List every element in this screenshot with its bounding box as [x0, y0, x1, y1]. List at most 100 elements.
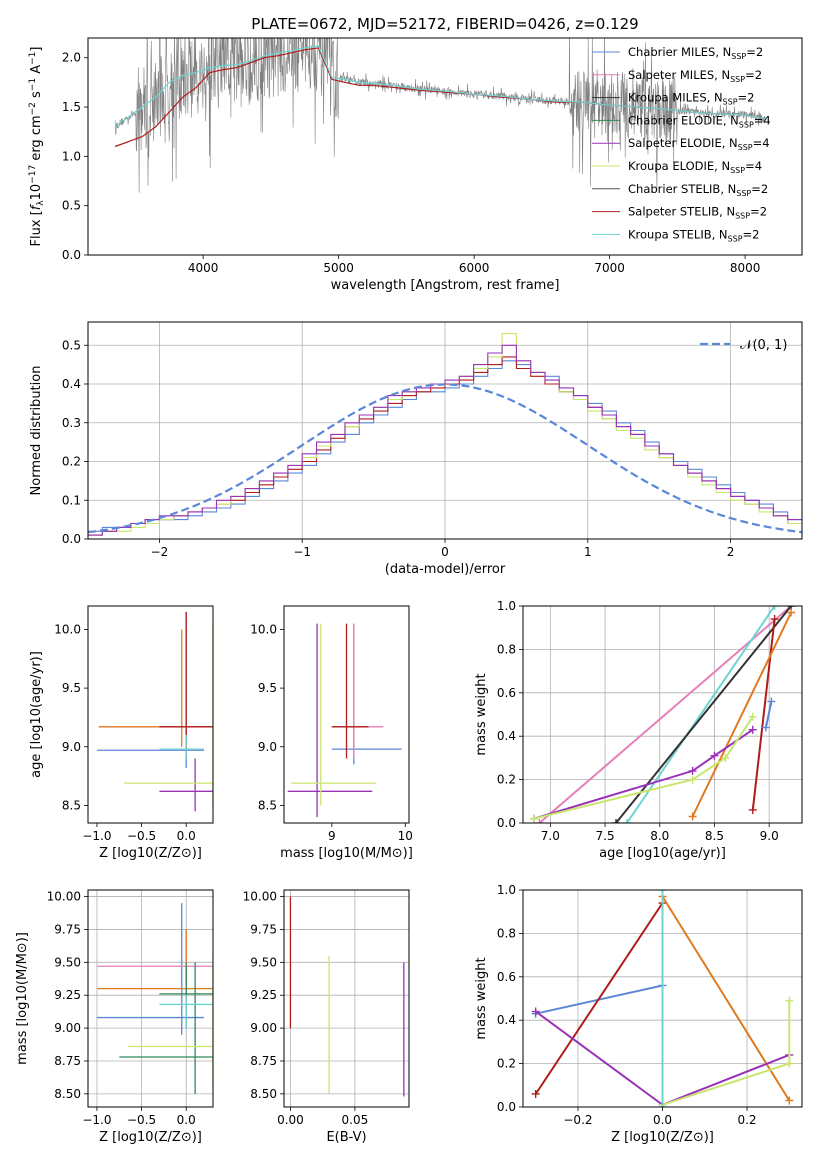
- legend-label: 𝒩(0, 1): [740, 338, 787, 353]
- x-tick-label: −0.5: [127, 829, 156, 843]
- y-tick-label: 0.4: [497, 1013, 516, 1027]
- y-tick-label: 0.0: [62, 248, 81, 262]
- point-marker: [748, 805, 757, 814]
- y-axis-label: Normed distribution: [29, 366, 44, 496]
- panel-spectrum: 4000 5000 6000 7000 8000 0.0 0.5 1.0 1.5 2.0 wavel…: [28, 37, 803, 293]
- y-tick-label: 10.0: [250, 622, 277, 636]
- x-tick-label: 2: [727, 545, 735, 559]
- y-axis-label: age [log10(age/yr)]: [29, 651, 44, 778]
- y-tick-label: 9.75: [250, 922, 277, 936]
- x-tick-label: 9: [328, 829, 336, 843]
- x-axis-label: Z [log10(Z/Z⊙)]: [99, 846, 202, 861]
- axes-frame: [87, 605, 214, 824]
- x-tick-label: −0.5: [127, 1113, 156, 1127]
- point-marker: [785, 996, 794, 1005]
- weight-line: [533, 716, 754, 820]
- point-marker: [622, 819, 631, 823]
- y-axis-label: mass [log10(M/M⊙)]: [15, 932, 30, 1065]
- model-spectrum-cyan: [114, 45, 766, 128]
- x-tick-label: −1.0: [82, 1113, 111, 1127]
- plot-area-age_vs_mass: [287, 623, 402, 818]
- x-tick-label: 7.0: [541, 829, 560, 843]
- y-tick-label: 0.6: [497, 686, 516, 700]
- y-tick-label: 9.50: [250, 955, 277, 969]
- y-tick-label: 0.0: [497, 1100, 516, 1114]
- axes-frame: [522, 889, 803, 1108]
- plot-area-mass_weight_vs_age: [529, 606, 796, 823]
- point-marker: [531, 1007, 540, 1016]
- legend-label: Chabrier ELODIE, NSSP=4: [628, 113, 771, 129]
- point-marker: [688, 766, 697, 775]
- y-tick-label: 9.5: [258, 681, 277, 695]
- y-tick-label: 9.75: [54, 922, 81, 936]
- panel-mass_vs_ebv: 0.00 0.05 8.50 8.75 9.00 9.25 9.50 9.75 10.00 E(B…: [243, 889, 410, 1145]
- point-marker: [748, 725, 757, 734]
- plot-area-mass_vs_ebv: [289, 896, 405, 1097]
- x-tick-label: 0.0: [177, 829, 196, 843]
- y-tick-label: 0.5: [62, 338, 81, 352]
- point-marker: [531, 1089, 540, 1098]
- point-marker: [748, 712, 757, 721]
- histogram-series: [88, 344, 802, 536]
- point-marker: [787, 608, 796, 617]
- legend-label: Kroupa MILES, NSSP=2: [628, 91, 754, 107]
- legend-label: Kroupa ELODIE, NSSP=4: [628, 159, 762, 175]
- y-tick-label: 8.75: [54, 1054, 81, 1068]
- histogram-series: [88, 360, 802, 532]
- y-tick-label: 9.5: [62, 681, 81, 695]
- x-tick-label: −0.2: [563, 1113, 592, 1127]
- plot-area-mass_vs_Z: [96, 903, 213, 1094]
- x-tick-label: 7000: [594, 261, 625, 275]
- x-tick-label: 0.05: [342, 1113, 369, 1127]
- x-axis-label: Z [log10(Z/Z⊙)]: [99, 1130, 202, 1145]
- x-tick-label: 0.0: [653, 1113, 672, 1127]
- y-tick-label: 0.8: [497, 642, 516, 656]
- x-tick-label: 0: [441, 545, 449, 559]
- legend-label: Kroupa STELIB, NSSP=2: [628, 227, 759, 243]
- x-tick-label: −1.0: [82, 829, 111, 843]
- x-tick-label: 10: [398, 829, 413, 843]
- y-tick-label: 1.5: [62, 100, 81, 114]
- point-marker: [658, 1103, 667, 1107]
- y-tick-label: 9.00: [54, 1021, 81, 1035]
- point-marker: [529, 814, 538, 823]
- figure-title: PLATE=0672, MJD=52172, FIBERID=0426, z=0…: [251, 15, 638, 33]
- y-tick-label: 8.5: [258, 798, 277, 812]
- x-axis-label: mass [log10(M/M⊙)]: [280, 846, 413, 861]
- y-tick-label: 0.4: [497, 729, 516, 743]
- weight-line: [691, 612, 793, 817]
- axes-frame: [283, 889, 410, 1108]
- x-tick-label: 7.5: [596, 829, 615, 843]
- x-tick-label: −2: [151, 545, 169, 559]
- plot-area-spectrum: [114, 38, 766, 193]
- y-axis-label: mass weight: [474, 673, 489, 755]
- normal-curve: [88, 383, 802, 534]
- x-axis-label: age [log10(age/yr)]: [599, 846, 726, 861]
- x-tick-label: −1: [293, 545, 311, 559]
- x-tick-label: 6000: [459, 261, 490, 275]
- plot-area-age_vs_Z: [96, 611, 213, 812]
- weight-line: [626, 606, 776, 823]
- panel-mass_weight_vs_age: 7.0 7.5 8.0 8.5 9.0 0.0 0.2 0.4 0.6 0.8 1.0 age [lo…: [474, 599, 803, 861]
- y-tick-label: 9.00: [250, 1021, 277, 1035]
- legend-label: Salpeter ELODIE, NSSP=4: [628, 136, 770, 152]
- x-tick-label: 1: [584, 545, 592, 559]
- x-tick-label: 8.5: [705, 829, 724, 843]
- legend-label: Salpeter STELIB, NSSP=2: [628, 205, 767, 221]
- y-tick-label: 0.3: [62, 416, 81, 430]
- x-tick-label: 0.2: [737, 1113, 756, 1127]
- x-axis-label: Z [log10(Z/Z⊙)]: [611, 1130, 714, 1145]
- y-tick-label: 0.4: [62, 377, 81, 391]
- y-tick-label: 0.2: [62, 455, 81, 469]
- plot-area-residuals: [88, 333, 802, 536]
- y-tick-label: 9.25: [54, 988, 81, 1002]
- y-tick-label: 1.0: [497, 883, 516, 897]
- panel-age_vs_Z: −1.0 −0.5 0.0 8.5 9.0 9.5 10.0 Z [log10(Z/Z⊙)] a…: [29, 605, 214, 861]
- x-tick-label: 5000: [323, 261, 354, 275]
- weight-line: [764, 701, 773, 728]
- panel-mass_vs_Z: −1.0 −0.5 0.0 8.50 8.75 9.00 9.25 9.50 9.75 10.00…: [15, 889, 214, 1145]
- point-marker: [688, 812, 697, 821]
- weight-line: [662, 1062, 790, 1106]
- point-marker: [721, 753, 730, 762]
